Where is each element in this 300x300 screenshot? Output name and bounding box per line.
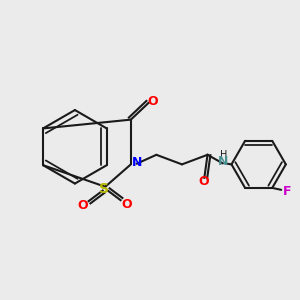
Text: O: O	[78, 200, 88, 212]
Text: S: S	[99, 182, 109, 196]
Text: O: O	[121, 199, 132, 212]
Text: O: O	[198, 176, 209, 188]
Text: N: N	[131, 156, 142, 169]
Text: H: H	[220, 150, 227, 161]
Text: O: O	[147, 95, 158, 108]
Text: N: N	[218, 155, 229, 168]
Text: F: F	[282, 184, 291, 198]
